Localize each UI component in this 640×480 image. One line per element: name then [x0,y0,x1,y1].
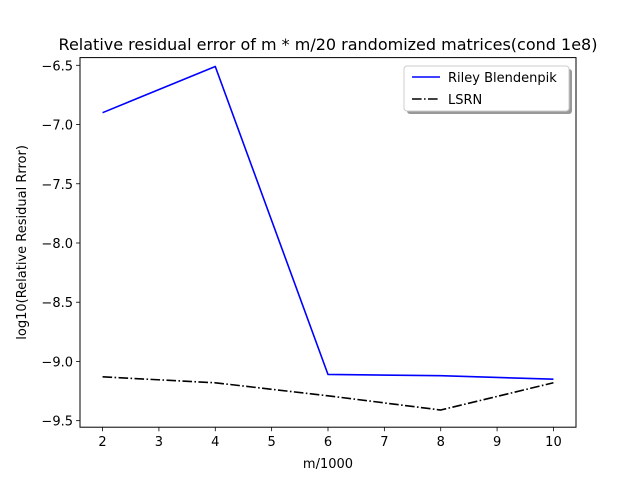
x-axis-label: m/1000 [303,457,353,472]
y-tick-label: −8.0 [41,237,73,252]
plot-lines [102,65,554,411]
x-tick-label: 3 [155,435,163,450]
x-tick-label: 6 [324,435,332,450]
legend-box [403,65,570,112]
y-tick-label: −6.5 [41,59,73,74]
y-tick-label: −8.5 [41,296,73,311]
series-line-lsrn [102,376,554,411]
x-tick-label: 5 [267,435,275,450]
y-tick-label: −9.5 [41,415,73,430]
chart-title: Relative residual error of m * m/20 rand… [59,35,598,54]
y-axis-label: log10(Relative Residual Rrror) [15,145,30,340]
x-tick-label: 7 [380,435,388,450]
x-axis-ticks: 2 3 4 5 6 7 8 9 10 [98,427,562,450]
x-tick-label: 10 [545,435,562,450]
series-line-riley-blendenpik [102,65,554,381]
x-tick-label: 8 [437,435,445,450]
x-tick-label: 2 [98,435,106,450]
legend-label-lsrn: LSRN [448,93,482,108]
legend: Riley Blendenpik LSRN [403,65,572,114]
y-tick-label: −7.5 [41,178,73,193]
y-tick-label: −7.0 [41,119,73,134]
x-tick-label: 9 [493,435,501,450]
x-tick-label: 4 [211,435,219,450]
legend-label-riley-blendenpik: Riley Blendenpik [448,71,557,86]
y-tick-label: −9.0 [41,355,73,370]
y-axis-ticks: −6.5 −7.0 −7.5 −8.0 −8.5 −9.0 −9.5 [41,59,80,430]
